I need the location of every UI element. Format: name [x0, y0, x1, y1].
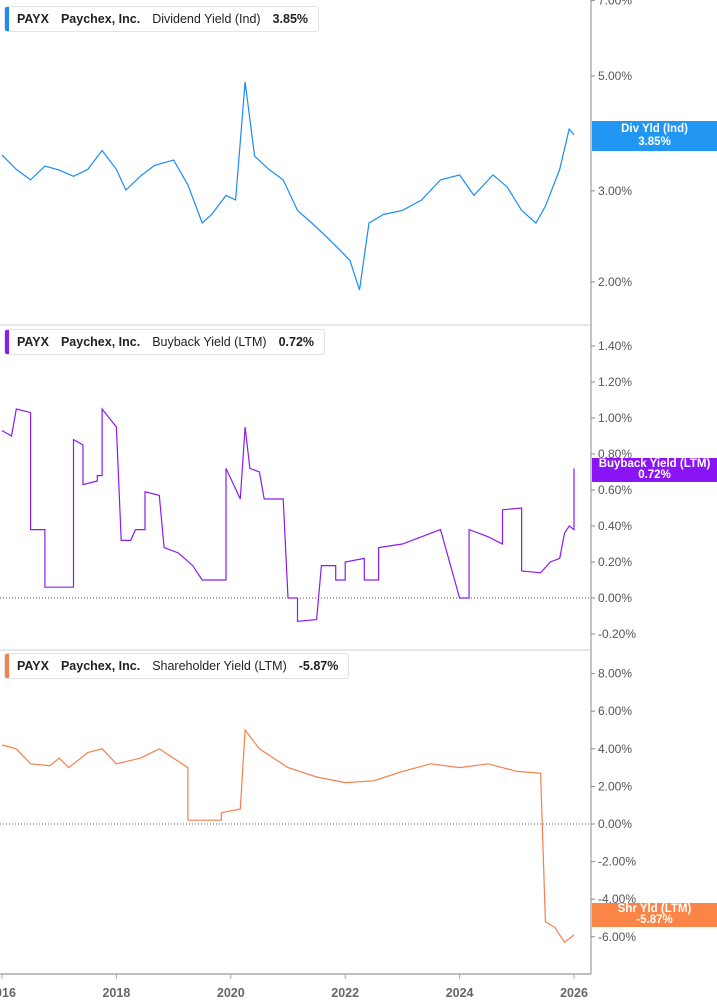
- legend-ticker: PAYX: [17, 335, 49, 349]
- legend-company: Paychex, Inc.: [60, 659, 141, 673]
- legend-ticker: PAYX: [17, 12, 49, 26]
- y-tick-label: 8.00%: [598, 667, 632, 681]
- legend-dividend-yield: PAYX Paychex, Inc. Dividend Yield (Ind) …: [4, 6, 320, 32]
- series-color-swatch: [5, 7, 9, 31]
- legend-value: 0.72%: [278, 335, 315, 349]
- x-tick-label: 2020: [217, 986, 245, 1000]
- x-tick-label: 2022: [331, 986, 359, 1000]
- last-value-label-dividend: Div Yld (Ind) 3.85%: [592, 121, 717, 151]
- legend-ticker: PAYX: [17, 659, 49, 673]
- y-tick-label: 0.80%: [598, 447, 632, 461]
- legend-shareholder-yield: PAYX Paychex, Inc. Shareholder Yield (LT…: [4, 653, 350, 679]
- legend-metric: Buyback Yield (LTM): [152, 335, 267, 349]
- y-tick-label: 0.20%: [598, 555, 632, 569]
- y-tick-label: -4.00%: [598, 892, 636, 906]
- label-name: Shr Yld (LTM): [617, 902, 692, 915]
- series-color-swatch: [5, 330, 9, 354]
- legend-buyback-yield: PAYX Paychex, Inc. Buyback Yield (LTM) 0…: [4, 329, 326, 355]
- y-tick-label: 2.00%: [598, 275, 632, 289]
- x-tick-label: 2016: [0, 986, 16, 1000]
- legend-metric: Dividend Yield (Ind): [152, 12, 261, 26]
- y-tick-label: 0.60%: [598, 483, 632, 497]
- label-name: Buyback Yield (LTM): [598, 457, 711, 470]
- series-line: [1, 728, 575, 944]
- y-tick-label: 0.40%: [598, 519, 632, 533]
- legend-company: Paychex, Inc.: [60, 12, 141, 26]
- x-tick-label: 2018: [102, 986, 130, 1000]
- y-tick-label: -6.00%: [598, 930, 636, 944]
- legend-company: Paychex, Inc.: [60, 335, 141, 349]
- x-tick-label: 2024: [446, 986, 474, 1000]
- legend-value: -5.87%: [298, 659, 339, 673]
- series-line: [1, 407, 575, 623]
- y-tick-label: 5.00%: [598, 69, 632, 83]
- label-value: 0.72%: [638, 469, 671, 481]
- y-tick-label: -2.00%: [598, 855, 636, 869]
- y-tick-label: 4.00%: [598, 742, 632, 756]
- y-tick-label: 0.00%: [598, 591, 632, 605]
- y-tick-label: -0.20%: [598, 627, 636, 641]
- y-tick-label: 1.20%: [598, 375, 632, 389]
- series-color-swatch: [5, 654, 9, 678]
- last-value-label-buyback: Buyback Yield (LTM) 0.72%: [592, 458, 717, 482]
- y-tick-label: 1.00%: [598, 411, 632, 425]
- label-value: 3.85%: [638, 136, 671, 148]
- series-line: [1, 81, 575, 291]
- y-tick-label: 0.00%: [598, 817, 632, 831]
- label-name: Div Yld (Ind): [621, 123, 688, 135]
- legend-value: 3.85%: [272, 12, 309, 26]
- y-tick-label: 3.00%: [598, 184, 632, 198]
- last-value-label-shareholder: Shr Yld (LTM) -5.87%: [592, 903, 717, 927]
- y-tick-label: 1.40%: [598, 339, 632, 353]
- legend-metric: Shareholder Yield (LTM): [152, 659, 287, 673]
- y-tick-label: 2.00%: [598, 779, 632, 793]
- x-tick-label: 2026: [560, 986, 588, 1000]
- label-value: -5.87%: [636, 914, 673, 926]
- y-tick-label: 7.00%: [598, 0, 632, 7]
- y-tick-label: 6.00%: [598, 704, 632, 718]
